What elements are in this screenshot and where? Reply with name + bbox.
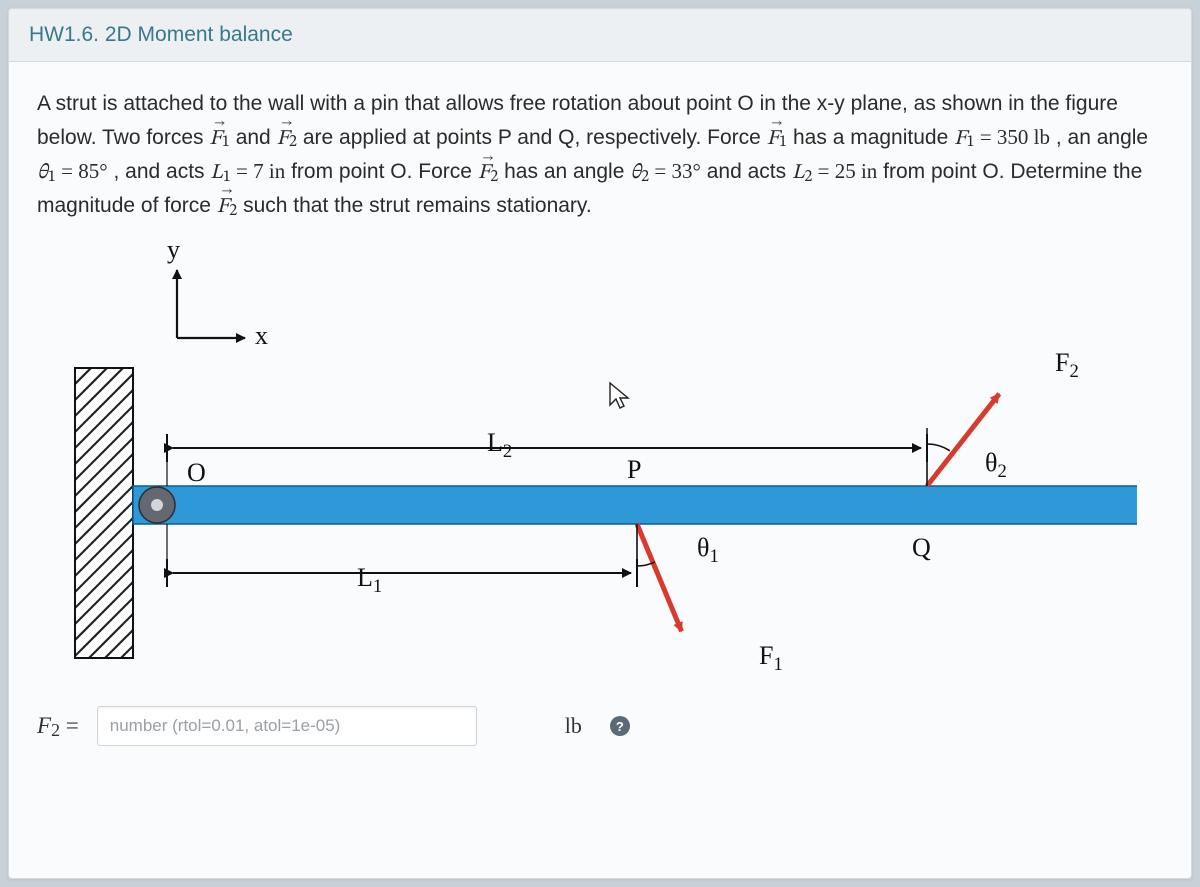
text: has a magnitude bbox=[793, 126, 954, 149]
text: = 33° bbox=[649, 159, 701, 183]
answer-unit: lb bbox=[565, 713, 582, 739]
dim-L2-label: L2 bbox=[487, 428, 512, 458]
var-F2: F2 bbox=[277, 123, 297, 156]
axis-x-label: x bbox=[255, 321, 268, 351]
panel-header: HW1.6. 2D Moment balance bbox=[9, 9, 1191, 62]
angle-theta2-label: θ2 bbox=[985, 448, 1007, 478]
force-F2-label: F2 bbox=[1055, 348, 1079, 378]
point-O-label: O bbox=[187, 458, 206, 488]
eq-th2: θ2 bbox=[630, 162, 649, 183]
text: , and acts bbox=[114, 160, 211, 183]
answer-input[interactable] bbox=[97, 706, 477, 746]
answer-lhs: F2 = bbox=[37, 713, 79, 739]
point-Q-label: Q bbox=[912, 533, 931, 563]
answer-row: F2 = lb ? bbox=[37, 706, 1163, 746]
var-F2b: F2 bbox=[478, 157, 498, 190]
var-F2c: F2 bbox=[217, 191, 237, 224]
question-title: HW1.6. 2D Moment balance bbox=[29, 23, 293, 46]
dim-L1-label: L1 bbox=[357, 563, 382, 593]
text: such that the strut remains stationary. bbox=[243, 194, 592, 217]
text: , an angle bbox=[1056, 126, 1148, 149]
var-F1b: F1 bbox=[767, 123, 787, 156]
text: = 7 in bbox=[231, 159, 285, 183]
text: = 85° bbox=[56, 159, 108, 183]
text: = 25 in bbox=[812, 159, 877, 183]
eq-F1: F1 bbox=[954, 128, 974, 149]
text: = 350 lb bbox=[975, 125, 1050, 149]
eq-L1: L1 bbox=[210, 162, 230, 183]
panel-body: A strut is attached to the wall with a p… bbox=[9, 62, 1191, 766]
text: has an angle bbox=[504, 160, 630, 183]
var-F1: F1 bbox=[209, 123, 229, 156]
text: and acts bbox=[707, 160, 792, 183]
axis-y-label: y bbox=[167, 235, 180, 265]
cursor-icon bbox=[607, 381, 633, 411]
problem-statement: A strut is attached to the wall with a p… bbox=[37, 88, 1163, 223]
figure: y x O P Q L2 L1 θ1 θ2 F1 F2 bbox=[37, 233, 1137, 698]
eq-th1: θ1 bbox=[37, 162, 56, 183]
text: from point O. Force bbox=[291, 160, 478, 183]
force-F1-label: F1 bbox=[759, 641, 783, 671]
point-P-label: P bbox=[627, 455, 641, 485]
angle-theta1-label: θ1 bbox=[697, 533, 719, 563]
text: and bbox=[236, 126, 277, 149]
help-icon[interactable]: ? bbox=[610, 716, 630, 736]
eq-L2: L2 bbox=[792, 162, 812, 183]
question-panel: HW1.6. 2D Moment balance A strut is atta… bbox=[8, 8, 1192, 879]
text: are applied at points P and Q, respectiv… bbox=[303, 126, 767, 149]
